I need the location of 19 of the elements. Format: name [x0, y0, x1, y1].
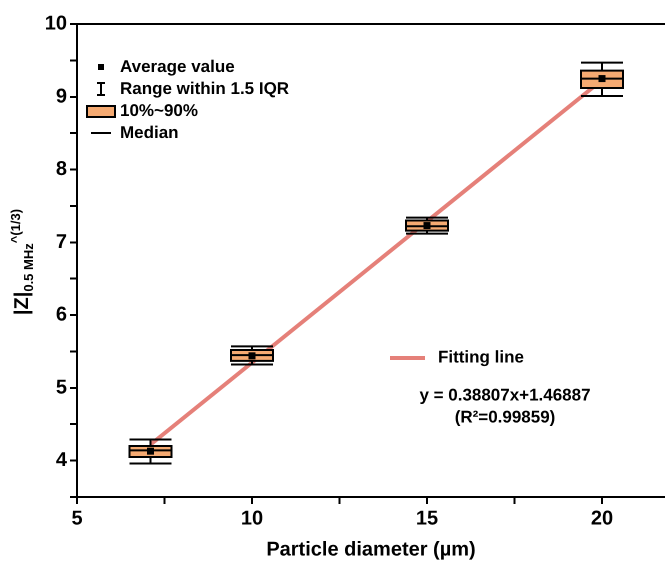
x-tick-label: 20: [590, 508, 614, 530]
x-axis-title: Particle diameter (µm): [266, 538, 476, 561]
annotation: Median: [120, 123, 179, 143]
legend-label: Fitting line: [438, 348, 524, 367]
y-tick-label: 8: [56, 158, 67, 180]
y-tick-label: 9: [56, 85, 67, 108]
annotation: y = 0.38807x+1.46887: [419, 386, 591, 405]
y-tick-label: 6: [56, 304, 67, 326]
y-tick-label: 5: [56, 376, 67, 398]
annotation: 10%~90%: [120, 101, 198, 121]
annotation: Range within 1.5 IQR: [120, 79, 290, 99]
y-tick-label: 7: [56, 230, 67, 253]
x-tick-label: 10: [240, 508, 264, 530]
x-tick-label: 15: [416, 508, 438, 530]
annotation: Average value: [120, 57, 235, 77]
annotation: (R²=0.99859): [454, 408, 556, 427]
x-tick-label: 5: [71, 508, 83, 530]
y-tick-label: 4: [56, 449, 68, 472]
y-tick-label: 10: [44, 12, 67, 35]
